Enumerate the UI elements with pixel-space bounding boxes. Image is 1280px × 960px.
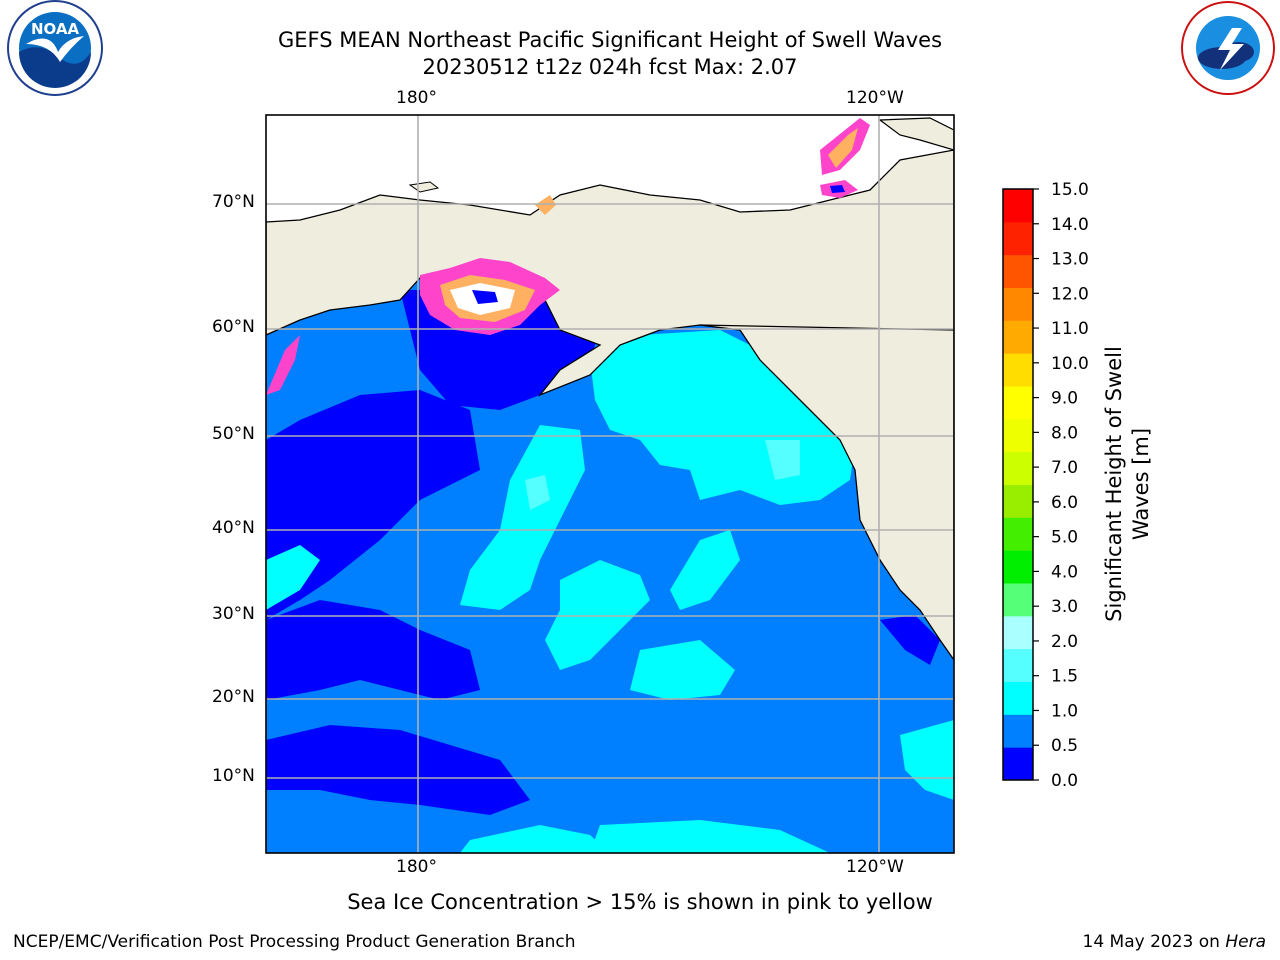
colorbar-segment — [1003, 320, 1033, 354]
lat-label-70n: 70°N — [212, 192, 255, 212]
sea-ice-note: Sea Ice Concentration > 15% is shown in … — [347, 890, 933, 914]
swell-band-10-15 — [545, 560, 650, 670]
footer-date: 14 May 2023 on Hera — [1083, 932, 1267, 952]
map-frame — [265, 114, 955, 854]
lon-label-bottom-180: 180° — [396, 857, 437, 877]
swell-band-0-05 — [880, 615, 940, 665]
wrangel-island — [408, 181, 440, 193]
lat-label-10n: 10°N — [212, 766, 255, 786]
colorbar-tick-label: 3.0 — [1051, 597, 1078, 617]
lat-label-40n: 40°N — [212, 518, 255, 538]
colorbar-tick-label: 7.0 — [1051, 458, 1078, 478]
colorbar-label-line-1: Significant Height of Swell — [1102, 346, 1126, 622]
colorbar-segment — [1003, 681, 1033, 715]
colorbar-segment — [1003, 386, 1033, 420]
swell-band-10-15 — [590, 820, 830, 853]
swell-band-10-15 — [266, 545, 320, 610]
footer-date-text: 14 May 2023 on — [1082, 932, 1226, 952]
colorbar-segment — [1003, 221, 1033, 256]
colorbar-tick-label: 11.0 — [1051, 319, 1089, 339]
swell-band-0-05 — [266, 725, 530, 815]
colorbar-tick-label: 13.0 — [1051, 250, 1089, 270]
map-field — [266, 115, 954, 853]
colorbar-segment — [1003, 189, 1033, 223]
colorbar-tick-label: 6.0 — [1051, 493, 1078, 513]
sea-ice-fringe — [266, 335, 300, 395]
arctic-ocean — [266, 115, 954, 222]
swell-band-10-15 — [460, 825, 610, 853]
footer-machine: Hera — [1225, 932, 1266, 952]
colorbar-segment — [1003, 648, 1033, 682]
arctic-coastline — [266, 149, 954, 223]
colorbar-segment — [1003, 747, 1033, 781]
sea-ice-core — [472, 290, 498, 304]
colorbar-tick-label: 1.0 — [1051, 701, 1078, 721]
swell-band-0-05 — [266, 390, 480, 620]
colorbar-segment — [1003, 484, 1033, 518]
colorbar-tick-label: 8.0 — [1051, 423, 1078, 443]
colorbar-tick-label: 4.0 — [1051, 562, 1078, 582]
lon-label-bottom-120w: 120°W — [846, 857, 904, 877]
colorbar-segment — [1003, 583, 1033, 617]
noaa-logo-text: NOAA — [31, 20, 80, 38]
nws-logo — [1181, 1, 1275, 95]
colorbar-segment — [1003, 615, 1033, 650]
swell-band-10-15 — [630, 640, 735, 700]
title-line-2: 20230512 t12z 024h fcst Max: 2.07 — [422, 55, 798, 79]
colorbar-segment — [1003, 714, 1033, 748]
colorbar-tick-label: 12.0 — [1051, 284, 1089, 304]
swell-band-0-05 — [266, 600, 480, 700]
colorbar-segment — [1003, 451, 1033, 485]
colorbar-tick-label: 9.0 — [1051, 389, 1078, 409]
lat-label-30n: 30°N — [212, 604, 255, 624]
sea-ice-beaufort — [828, 128, 858, 168]
swell-band-15-20 — [525, 475, 550, 510]
swell-band-10-15 — [670, 530, 740, 610]
colorbar-tick-label: 14.0 — [1051, 215, 1089, 235]
colorbar-tick-label: 5.0 — [1051, 528, 1078, 548]
colorbar-frame — [1002, 188, 1034, 781]
lat-label-60n: 60°N — [212, 317, 255, 337]
lon-label-top-120w: 120°W — [846, 88, 904, 108]
land-west-coast — [699, 324, 954, 662]
colorbar-segment — [1003, 517, 1033, 551]
colorbar-segment — [1003, 550, 1033, 584]
colorbar-tick-label: 15.0 — [1051, 180, 1089, 200]
colorbar-tick-label: 0.0 — [1051, 771, 1078, 791]
colorbar-segment — [1003, 353, 1033, 387]
sea-ice-chukchi — [535, 195, 556, 215]
colorbar-tick-label: 10.0 — [1051, 354, 1089, 374]
noaa-logo: NOAA — [7, 0, 103, 96]
swell-band-10-15 — [900, 720, 954, 800]
colorbar-tick-label: 1.5 — [1051, 667, 1078, 687]
lat-label-50n: 50°N — [212, 424, 255, 444]
lon-label-top-180: 180° — [396, 88, 437, 108]
colorbar-segment — [1003, 418, 1033, 453]
lat-label-20n: 20°N — [212, 687, 255, 707]
colorbar-label-line-2: Waves [m] — [1129, 427, 1153, 541]
swell-band-15-20 — [765, 440, 800, 480]
title-line-1: GEFS MEAN Northeast Pacific Significant … — [277, 28, 943, 52]
sea-ice-beaufort — [830, 185, 845, 193]
footer-credit: NCEP/EMC/Verification Post Processing Pr… — [13, 932, 576, 952]
arctic-islands — [878, 117, 954, 151]
swell-band-10-15 — [460, 425, 585, 610]
colorbar-tick-label: 2.0 — [1051, 632, 1078, 652]
colorbar-segment — [1003, 254, 1033, 288]
colorbar-segment — [1003, 287, 1033, 321]
colorbar-tick-label: 0.5 — [1051, 736, 1078, 756]
graticule — [266, 115, 954, 853]
colorbar: 15.0 14.0 13.0 12.0 11.0 10.0 9.0 8.0 7.0 6.0 5.0 4… — [1002, 180, 1089, 791]
